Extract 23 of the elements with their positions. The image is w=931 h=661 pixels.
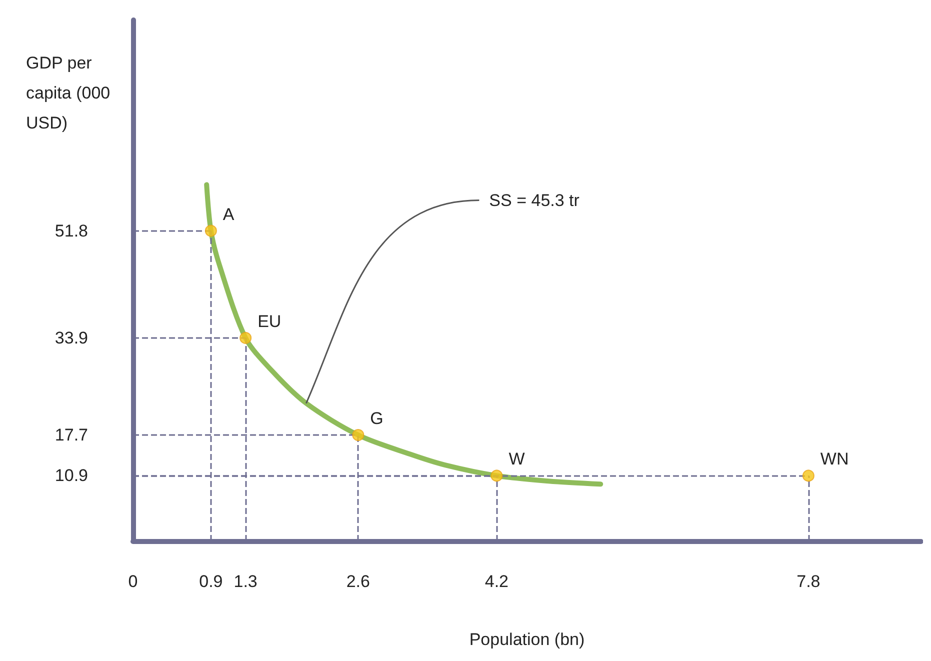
annotation: EU <box>258 312 282 331</box>
y-axis-title: GDP per capita (000 USD) <box>26 54 115 132</box>
point <box>490 470 503 482</box>
x-axis-title: Population (bn) <box>469 630 585 649</box>
annotation: G <box>370 409 384 428</box>
point <box>240 332 252 344</box>
x-tick-label: 2.6 <box>346 572 370 591</box>
y-tick-label: 51.8 <box>54 221 88 240</box>
point <box>802 470 814 482</box>
x-tick-label: 0.9 <box>199 572 223 591</box>
annotation: W <box>508 450 525 469</box>
annotation: SS = 45.3 tr <box>489 190 580 210</box>
y-tick-label: 10.9 <box>54 466 88 486</box>
x-tick-label: 0 <box>128 572 138 591</box>
x-tick-label: 4.2 <box>484 572 509 591</box>
x-tick-label: 7.8 <box>796 572 820 591</box>
y-tick-label: 17.7 <box>54 426 88 445</box>
y-tick-label: 33.9 <box>54 328 88 348</box>
x-tick-label: 1.3 <box>234 572 258 591</box>
point <box>352 429 364 441</box>
point <box>204 224 217 237</box>
annotation: A <box>222 204 235 224</box>
annotation: WN <box>820 450 849 469</box>
